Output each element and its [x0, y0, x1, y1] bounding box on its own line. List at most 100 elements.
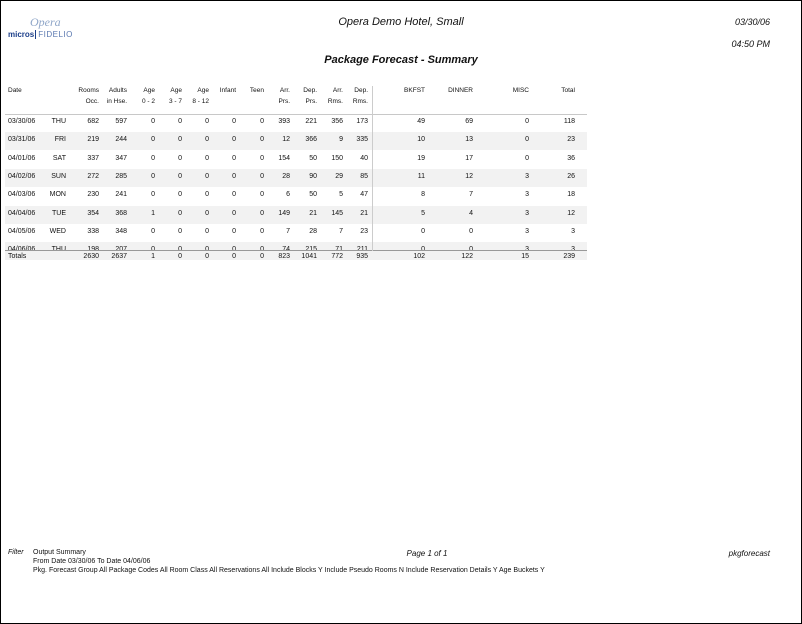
cell-date: 03/30/06 [8, 118, 36, 125]
total-adults-in-hse: 2637 [111, 253, 127, 260]
cell-total: 26 [567, 172, 575, 180]
cell-infant: 0 [232, 246, 236, 253]
cell-infant: 0 [232, 154, 236, 162]
total-age-0-2: 1 [151, 253, 155, 260]
header-dep-prs: Dep. [303, 87, 317, 94]
cell-arr-rms: 71 [335, 246, 343, 253]
cell-age-3-7: 0 [178, 118, 182, 125]
cell-dep-rms: 40 [360, 154, 368, 162]
cell-dinner: 4 [469, 209, 473, 217]
cell-age-8-12: 0 [205, 227, 209, 235]
cell-infant: 0 [232, 172, 236, 180]
header-teen: Teen [249, 87, 264, 94]
header-age-3-7: Age [170, 87, 182, 94]
cell-day: THU [52, 246, 66, 253]
header-age-8-12: Age [197, 87, 209, 94]
cell-infant: 0 [232, 136, 236, 144]
cell-age-8-12: 0 [205, 246, 209, 253]
cell-date: 04/02/06 [8, 172, 36, 180]
cell-age-3-7: 0 [178, 246, 182, 253]
cell-dep-prs: 50 [309, 154, 317, 162]
cell-dinner: 7 [469, 191, 473, 199]
cell-day: MON [49, 191, 66, 199]
total-total: 239 [563, 253, 575, 260]
cell-bkfst: 49 [417, 118, 425, 125]
cell-dep-prs: 90 [309, 172, 317, 180]
cell-dep-rms: 173 [356, 118, 368, 125]
cell-age-0-2: 0 [151, 191, 155, 199]
cell-adults-in-hse: 285 [115, 172, 127, 180]
cell-date: 04/01/06 [8, 154, 36, 162]
cell-dep-rms: 335 [356, 136, 368, 144]
header-rooms-occ: Rooms [78, 87, 99, 94]
micros-fidelio-logo: micros FIDELIO [8, 30, 73, 39]
filter-line-3: Pkg. Forecast Group All Package Codes Al… [33, 567, 545, 574]
total-arr-rms: 772 [331, 253, 343, 260]
header-divider [5, 114, 587, 115]
column-divider [372, 86, 373, 251]
header-age-0-2: Age [143, 87, 155, 94]
cell-adults-in-hse: 368 [115, 209, 127, 217]
cell-age-0-2: 0 [151, 227, 155, 235]
cell-dinner: 0 [469, 246, 473, 253]
cell-date: 04/03/06 [8, 191, 36, 199]
cell-age-8-12: 0 [205, 136, 209, 144]
cell-total: 23 [567, 136, 575, 144]
cell-teen: 0 [260, 227, 264, 235]
report-title: Package Forecast - Summary [324, 54, 478, 66]
cell-misc: 3 [525, 172, 529, 180]
cell-rooms-occ: 272 [87, 172, 99, 180]
cell-teen: 0 [260, 172, 264, 180]
cell-arr-prs: 28 [282, 172, 290, 180]
cell-misc: 3 [525, 191, 529, 199]
total-age-3-7: 0 [178, 253, 182, 260]
cell-bkfst: 0 [421, 246, 425, 253]
row-stripe [5, 132, 587, 151]
header-dinner: DINNER [448, 87, 473, 94]
cell-date: 04/04/06 [8, 209, 36, 217]
cell-age-3-7: 0 [178, 172, 182, 180]
header-infant: Infant [219, 87, 236, 94]
cell-bkfst: 5 [421, 209, 425, 217]
header-bkfst: BKFST [404, 87, 425, 94]
header-dep-rms: Dep. [354, 87, 368, 94]
filter-line-1: Output Summary [33, 549, 86, 556]
cell-bkfst: 0 [421, 227, 425, 235]
cell-age-8-12: 0 [205, 154, 209, 162]
cell-rooms-occ: 219 [87, 136, 99, 144]
cell-age-8-12: 0 [205, 172, 209, 180]
hotel-name: Opera Demo Hotel, Small [338, 16, 464, 28]
cell-arr-prs: 149 [278, 209, 290, 217]
cell-age-8-12: 0 [205, 191, 209, 199]
cell-dinner: 12 [465, 172, 473, 180]
cell-infant: 0 [232, 118, 236, 125]
cell-arr-prs: 393 [278, 118, 290, 125]
cell-arr-rms: 5 [339, 191, 343, 199]
cell-age-0-2: 0 [151, 246, 155, 253]
cell-age-0-2: 0 [151, 154, 155, 162]
cell-bkfst: 19 [417, 154, 425, 162]
cell-total: 36 [567, 154, 575, 162]
cell-day: WED [49, 227, 66, 235]
cell-teen: 0 [260, 118, 264, 125]
cell-bkfst: 11 [417, 172, 425, 180]
cell-age-0-2: 1 [151, 209, 155, 217]
total-arr-prs: 823 [278, 253, 290, 260]
cell-adults-in-hse: 207 [115, 246, 127, 253]
cell-misc: 0 [525, 136, 529, 144]
cell-age-0-2: 0 [151, 172, 155, 180]
header-rooms-occ-sub: Occ. [85, 98, 99, 105]
header-dep-prs-sub: Prs. [305, 98, 317, 105]
cell-rooms-occ: 682 [87, 118, 99, 125]
cell-age-3-7: 0 [178, 227, 182, 235]
cell-age-0-2: 0 [151, 118, 155, 125]
cell-adults-in-hse: 347 [115, 154, 127, 162]
cell-dep-rms: 211 [357, 246, 368, 253]
total-age-8-12: 0 [205, 253, 209, 260]
cell-dinner: 13 [465, 136, 473, 144]
cell-rooms-occ: 337 [87, 154, 99, 162]
report-name: pkgforecast [728, 549, 770, 558]
total-infant: 0 [232, 253, 236, 260]
cell-total: 3 [571, 227, 575, 235]
totals-divider [5, 250, 587, 251]
